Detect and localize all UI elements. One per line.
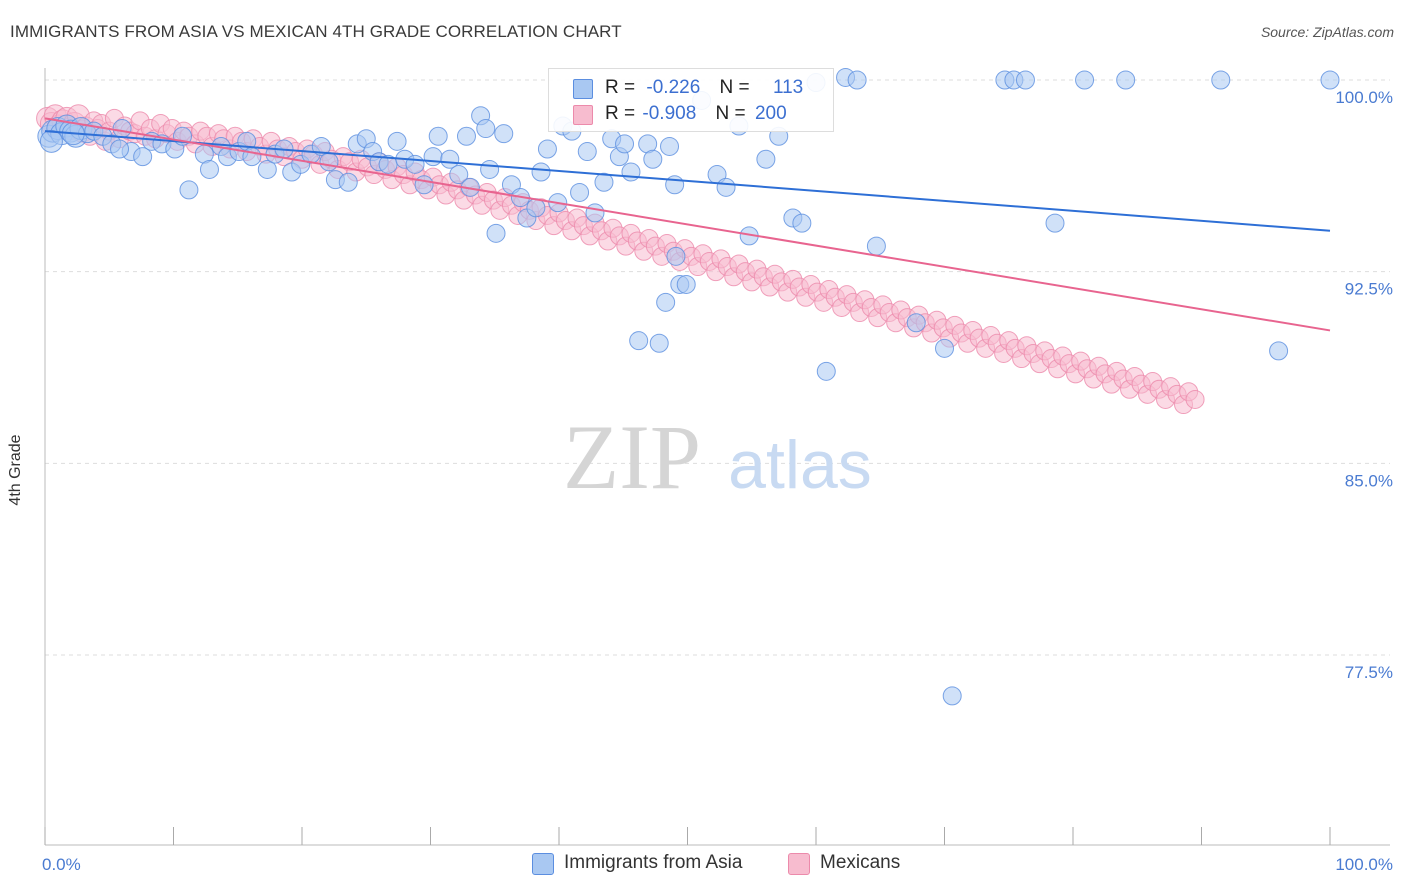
watermark-zip: ZIP [563,406,701,508]
asia-point [405,154,425,174]
legend-r-value-mexicans: -0.908 [642,103,697,124]
y-tick-label: 92.5% [1345,280,1393,299]
asia-point [1045,213,1065,233]
bottom-legend-label-asia: Immigrants from Asia [564,852,743,873]
asia-point [866,236,886,256]
asia-point [935,338,954,358]
x-tick-labels: 0.0% 100.0% [42,855,1393,874]
asia-point [428,126,448,146]
asia-point [486,223,506,243]
asia-point [656,292,676,312]
asia-point [649,333,669,353]
asia-point [531,162,551,182]
asia-point [338,172,358,192]
correlation-legend: R = -0.226 N = 113 R = -0.908 N = 200 [548,68,834,132]
legend-n-label: N = [719,77,750,98]
mexicans-trendline [44,117,1331,332]
asia-point [257,159,277,179]
asia-point [629,331,649,351]
asia-point [480,159,500,179]
y-tick-label: 100.0% [1335,88,1393,107]
watermark-atlas: atlas [728,427,872,503]
asia-point [716,177,736,197]
asia-point [449,165,469,185]
asia-point [387,131,407,151]
asia-point [585,203,605,223]
mexicans-point [1185,389,1205,409]
asia-point [39,129,63,153]
asia-point [1320,70,1340,90]
asia-point [179,180,199,200]
asia-point [319,152,339,172]
asia-point [456,126,476,146]
asia-point [676,274,696,294]
asia-point [756,149,776,169]
asia-point [792,213,812,233]
asia-point [643,149,663,169]
asia-point [594,172,614,192]
legend-n-value-mexicans: 200 [754,103,787,124]
asia-point [847,70,867,90]
asia-point [906,313,926,333]
asia-point [112,119,132,139]
y-tick-label: 77.5% [1345,663,1393,682]
asia-point [110,139,130,159]
bottom-legend-swatch-mexicans [788,853,810,875]
legend-r-label: R = [605,77,636,98]
legend-n-label: N = [715,103,746,124]
asia-point [621,162,641,182]
bottom-legend-label-mexicans: Mexicans [820,852,901,873]
watermark: ZIP atlas [563,406,872,508]
asia-point [816,361,836,381]
asia-point [242,147,262,167]
legend-r-value-asia: -0.226 [646,77,701,98]
asia-point [476,119,496,139]
x-tick-label: 0.0% [42,855,81,874]
asia-point [1211,70,1231,90]
chart-title: IMMIGRANTS FROM ASIA VS MEXICAN 4TH GRAD… [10,22,622,41]
asia-trendline [44,130,1331,232]
y-tick-label: 85.0% [1345,471,1393,490]
asia-point [666,246,686,266]
asia-point [311,136,331,156]
asia-point [1116,70,1136,90]
asia-point [615,134,635,154]
asia-point [423,147,443,167]
source-label: Source: ZipAtlas.com [1260,24,1394,40]
asia-point [133,147,153,167]
trendlines [44,117,1331,332]
axes [44,68,1390,846]
asia-point [1269,341,1289,361]
legend-n-value-asia: 113 [772,77,804,98]
asia-point [526,198,546,218]
legend-swatch-mexicans [573,105,593,125]
legend-r-label: R = [605,103,636,124]
asia-point [1075,70,1095,90]
asia-point [942,686,962,706]
legend-swatch-asia [573,79,593,99]
bottom-legend-swatch-asia [532,853,554,875]
asia-point [494,124,514,144]
asia-point [570,182,590,202]
y-tick-labels: 100.0% 92.5% 85.0% 77.5% [1335,88,1393,682]
asia-point [537,139,557,159]
asia-point [577,142,597,162]
asia-point [1015,70,1035,90]
asia-point [199,159,219,179]
asia-point [414,175,434,195]
x-tick-label: 100.0% [1335,855,1393,874]
asia-point [660,136,680,156]
